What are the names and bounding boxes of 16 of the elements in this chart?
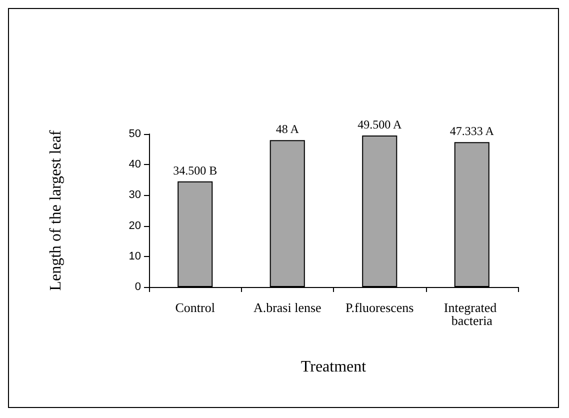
y-tick-label: 30: [128, 189, 141, 202]
x-tick-label: Control: [175, 300, 216, 315]
y-tick-label: 20: [128, 220, 141, 232]
y-tick-label: 50: [128, 128, 141, 140]
data-label: 34.500 B: [173, 163, 218, 178]
x-axis-title: Treatment: [300, 358, 367, 376]
x-tick-label: Integrated bacteria: [444, 300, 500, 328]
data-label: 49.500 A: [358, 118, 402, 132]
y-axis-title: Length of the largest leaf: [48, 130, 64, 291]
y-tick-label: 40: [128, 158, 141, 171]
y-tick-label: 0: [134, 281, 141, 293]
data-label: 47.333 A: [450, 124, 494, 138]
data-label: 48 A: [276, 122, 300, 136]
x-tick-label: P.fluorescens: [346, 300, 414, 315]
x-tick-label: A.brasi lense: [253, 300, 322, 315]
y-tick-label: 10: [128, 250, 141, 262]
